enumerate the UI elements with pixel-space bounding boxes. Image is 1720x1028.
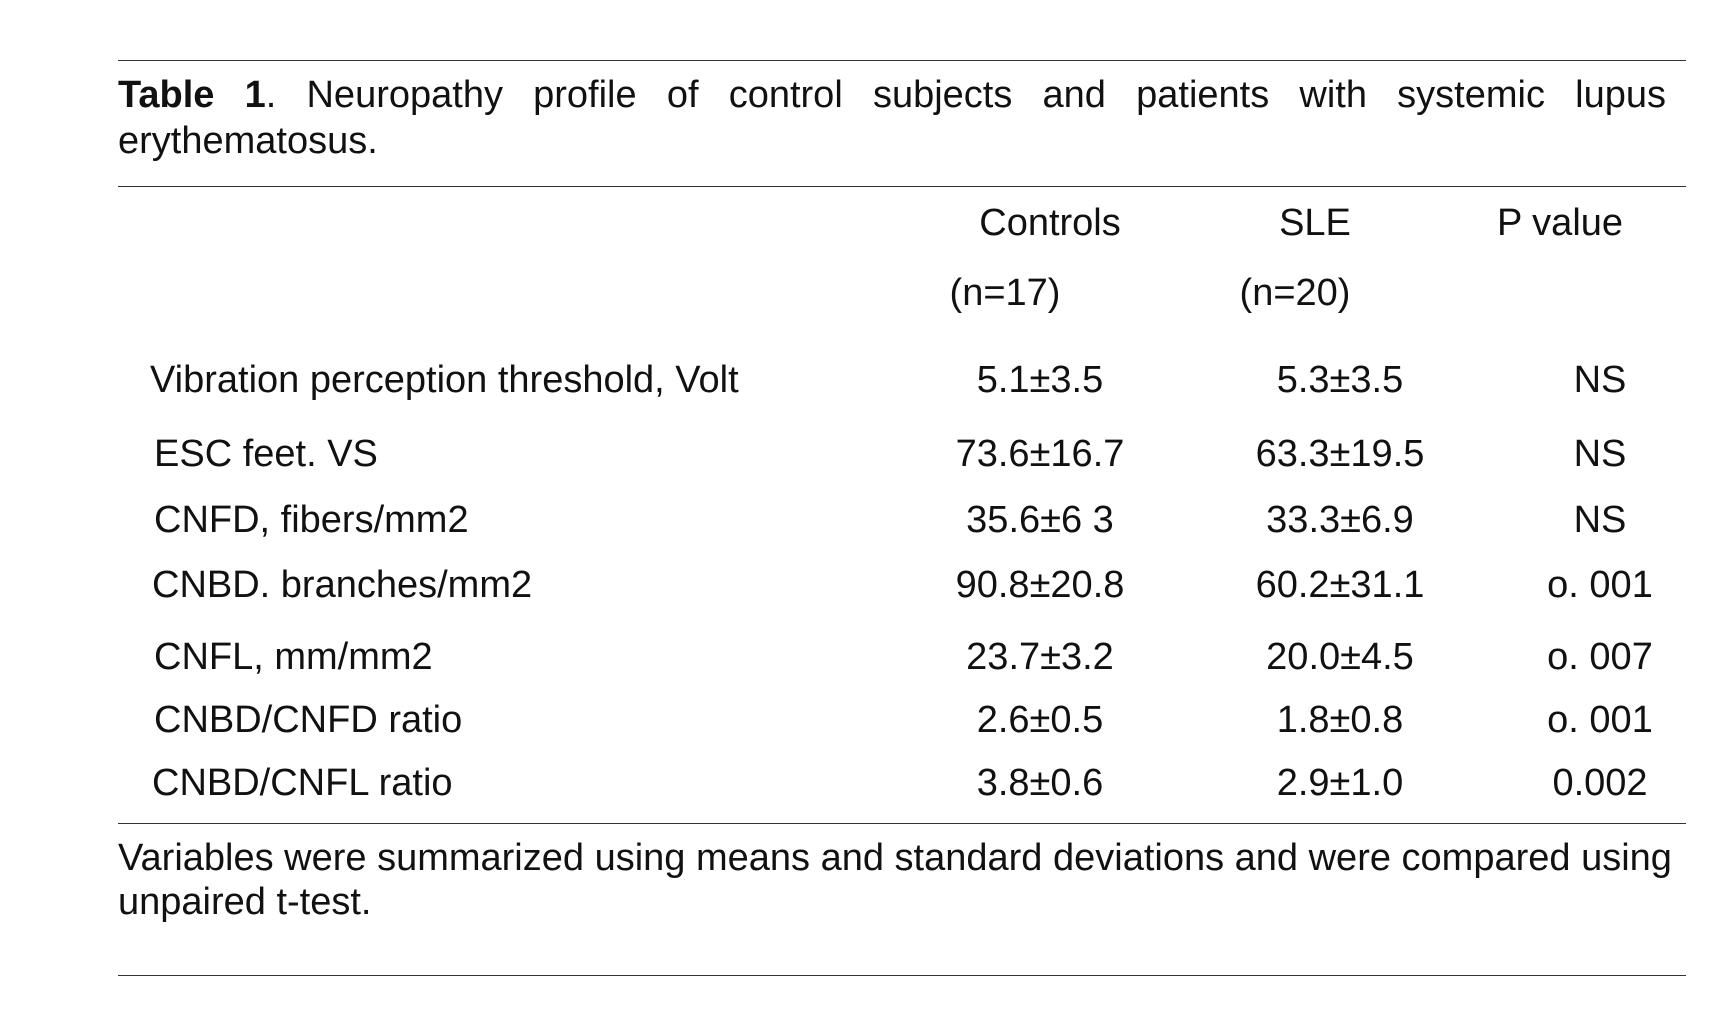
table-caption: Table 1. Neuropathy profile of control s… bbox=[118, 72, 1666, 164]
end-rule bbox=[118, 975, 1686, 976]
column-header-controls-n: (n=17) bbox=[949, 272, 1061, 314]
top-rule bbox=[118, 60, 1686, 61]
row-controls-value: 73.6±16.7 bbox=[955, 433, 1125, 475]
column-header-sle-n: (n=20) bbox=[1239, 272, 1351, 314]
row-p-value: NS bbox=[1573, 499, 1627, 541]
row-p-value: o. 001 bbox=[1547, 564, 1653, 606]
row-p-value: NS bbox=[1573, 359, 1627, 401]
row-controls-value: 2.6±0.5 bbox=[976, 699, 1104, 741]
table-caption-label: Table 1 bbox=[118, 74, 266, 116]
table-caption-text: . Neuropathy profile of control subjects… bbox=[118, 74, 1666, 162]
row-label: CNBD. branches/mm2 bbox=[152, 564, 533, 606]
row-sle-value: 33.3±6.9 bbox=[1266, 499, 1414, 541]
row-label: CNBD/CNFL ratio bbox=[152, 762, 453, 804]
column-header-p-value: P value bbox=[1496, 202, 1624, 244]
row-sle-value: 63.3±19.5 bbox=[1255, 433, 1425, 475]
row-sle-value: 60.2±31.1 bbox=[1255, 564, 1425, 606]
table-footnote: Variables were summarized using means an… bbox=[118, 837, 1672, 923]
row-label: CNBD/CNFD ratio bbox=[154, 699, 463, 741]
row-label: CNFD, fibers/mm2 bbox=[154, 499, 469, 541]
row-sle-value: 1.8±0.8 bbox=[1276, 699, 1404, 741]
row-controls-value: 35.6±6 3 bbox=[966, 499, 1114, 541]
column-header-controls: Controls bbox=[979, 202, 1121, 244]
row-sle-value: 20.0±4.5 bbox=[1266, 636, 1414, 678]
row-sle-value: 5.3±3.5 bbox=[1276, 359, 1404, 401]
row-label: CNFL, mm/mm2 bbox=[154, 636, 433, 678]
table-bottom-rule bbox=[118, 823, 1686, 824]
row-label: ESC feet. VS bbox=[154, 433, 378, 475]
row-label: Vibration perception threshold, Volt bbox=[150, 359, 739, 401]
row-sle-value: 2.9±1.0 bbox=[1276, 762, 1404, 804]
row-p-value: NS bbox=[1573, 433, 1627, 475]
header-rule bbox=[118, 186, 1686, 187]
row-p-value: o. 007 bbox=[1547, 636, 1653, 678]
column-header-sle: SLE bbox=[1279, 202, 1351, 244]
row-controls-value: 23.7±3.2 bbox=[966, 636, 1114, 678]
row-controls-value: 5.1±3.5 bbox=[976, 359, 1104, 401]
row-controls-value: 90.8±20.8 bbox=[955, 564, 1125, 606]
row-p-value: o. 001 bbox=[1547, 699, 1653, 741]
row-controls-value: 3.8±0.6 bbox=[976, 762, 1104, 804]
row-p-value: 0.002 bbox=[1552, 762, 1648, 804]
